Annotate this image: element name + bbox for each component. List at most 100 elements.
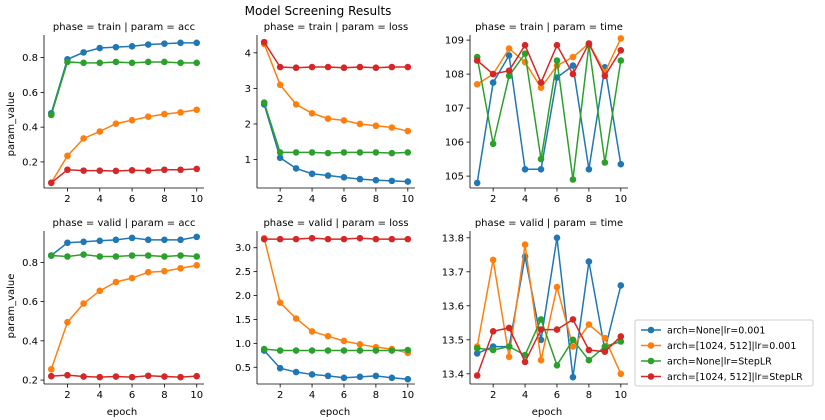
data-point [489,328,497,335]
data-point [372,372,380,380]
data-point [489,79,497,86]
data-point [356,341,364,348]
data-point [388,63,396,71]
legend-marker [647,357,655,365]
x-tick-label: 6 [341,194,347,205]
data-point [80,238,87,246]
data-point [64,152,71,160]
y-tick-label: 13.6 [442,301,464,312]
data-point [569,176,577,183]
data-point [521,41,529,49]
data-point [404,235,412,243]
series-line [476,318,622,376]
series-4 [47,371,201,381]
legend-marker [647,326,655,334]
y-tick-label: 0.6 [22,297,38,308]
data-point [537,79,545,86]
series-1 [473,52,625,187]
legend-entry-3: arch=None|lr=StepLR [641,356,772,367]
panel-5: phase = valid | param = loss 0.5 1.0 1.5 2.0… [235,218,415,401]
data-point [193,372,201,380]
data-point [308,63,316,71]
data-point [112,167,120,175]
data-point [585,258,593,265]
series-1 [260,101,412,185]
data-point [64,239,71,247]
series-line [263,237,408,354]
data-point [144,41,152,48]
series-line [477,317,622,368]
panel-4: phase = valid | param = acc 0.2 0.4 0.6 0.8 2… [22,218,204,401]
data-point [340,64,348,72]
data-point [308,371,316,378]
legend-label: arch=None|lr=0.001 [667,325,765,336]
data-point [372,176,380,184]
series-2 [473,241,625,378]
data-point [193,39,201,47]
data-point [617,57,625,64]
data-point [276,149,284,156]
y-axis-label-bottom: param_value [6,274,17,339]
data-point [537,326,545,333]
series-line [476,41,622,85]
data-point [388,177,396,185]
series-4 [473,40,625,86]
series-line [476,45,622,180]
legend-frame [634,319,814,387]
data-point [96,253,104,260]
data-point [521,166,529,173]
data-point [80,135,87,142]
data-point [537,316,545,323]
data-point [292,235,300,243]
data-point [585,166,593,173]
data-point [96,373,104,381]
data-point [47,372,55,380]
data-point [585,346,593,354]
x-tick-label: 8 [373,390,379,401]
data-point [177,373,184,381]
panel-6: phase = valid | param = time 13.4 13.5 13.6… [442,218,628,401]
data-point [80,59,87,67]
series-line [263,41,408,69]
data-point [404,346,412,354]
data-point [96,59,104,67]
series-line [50,264,197,370]
series-2 [47,106,201,187]
data-point [585,40,593,47]
data-point [64,253,71,260]
x-tick-label: 6 [554,194,560,205]
data-point [553,41,561,49]
data-point [308,234,316,242]
y-tick-label: 0.8 [22,258,38,269]
series-2 [260,234,412,357]
data-point [537,84,545,91]
data-point [505,353,513,361]
data-point [372,347,380,354]
data-point [112,58,120,66]
x-tick-label: 10 [190,390,203,401]
data-point [112,43,120,51]
data-point [177,252,184,259]
series-line [263,104,408,183]
data-point [324,372,332,380]
data-point [601,343,609,350]
facet-grid: phase = train | param = acc 0.2 0.4 0.6 0.8 2… [22,22,628,401]
series-3 [260,345,412,354]
x-tick-label: 10 [401,390,414,401]
data-point [193,165,201,173]
data-point [372,149,380,156]
y-tick-label: 13.4 [442,369,464,380]
y-tick-label: 0.6 [22,88,38,99]
data-point [47,365,55,373]
data-point [128,43,136,50]
series-1 [260,347,412,383]
x-tick-label: 2 [490,390,496,401]
data-point [128,166,136,174]
data-point [161,58,168,66]
y-tick-label: 2.0 [235,291,251,302]
x-tick-label: 6 [554,390,560,401]
panel-3: phase = train | param = time105106107108… [445,22,628,205]
data-point [193,262,201,269]
data-point [489,256,497,264]
data-point [356,63,364,71]
